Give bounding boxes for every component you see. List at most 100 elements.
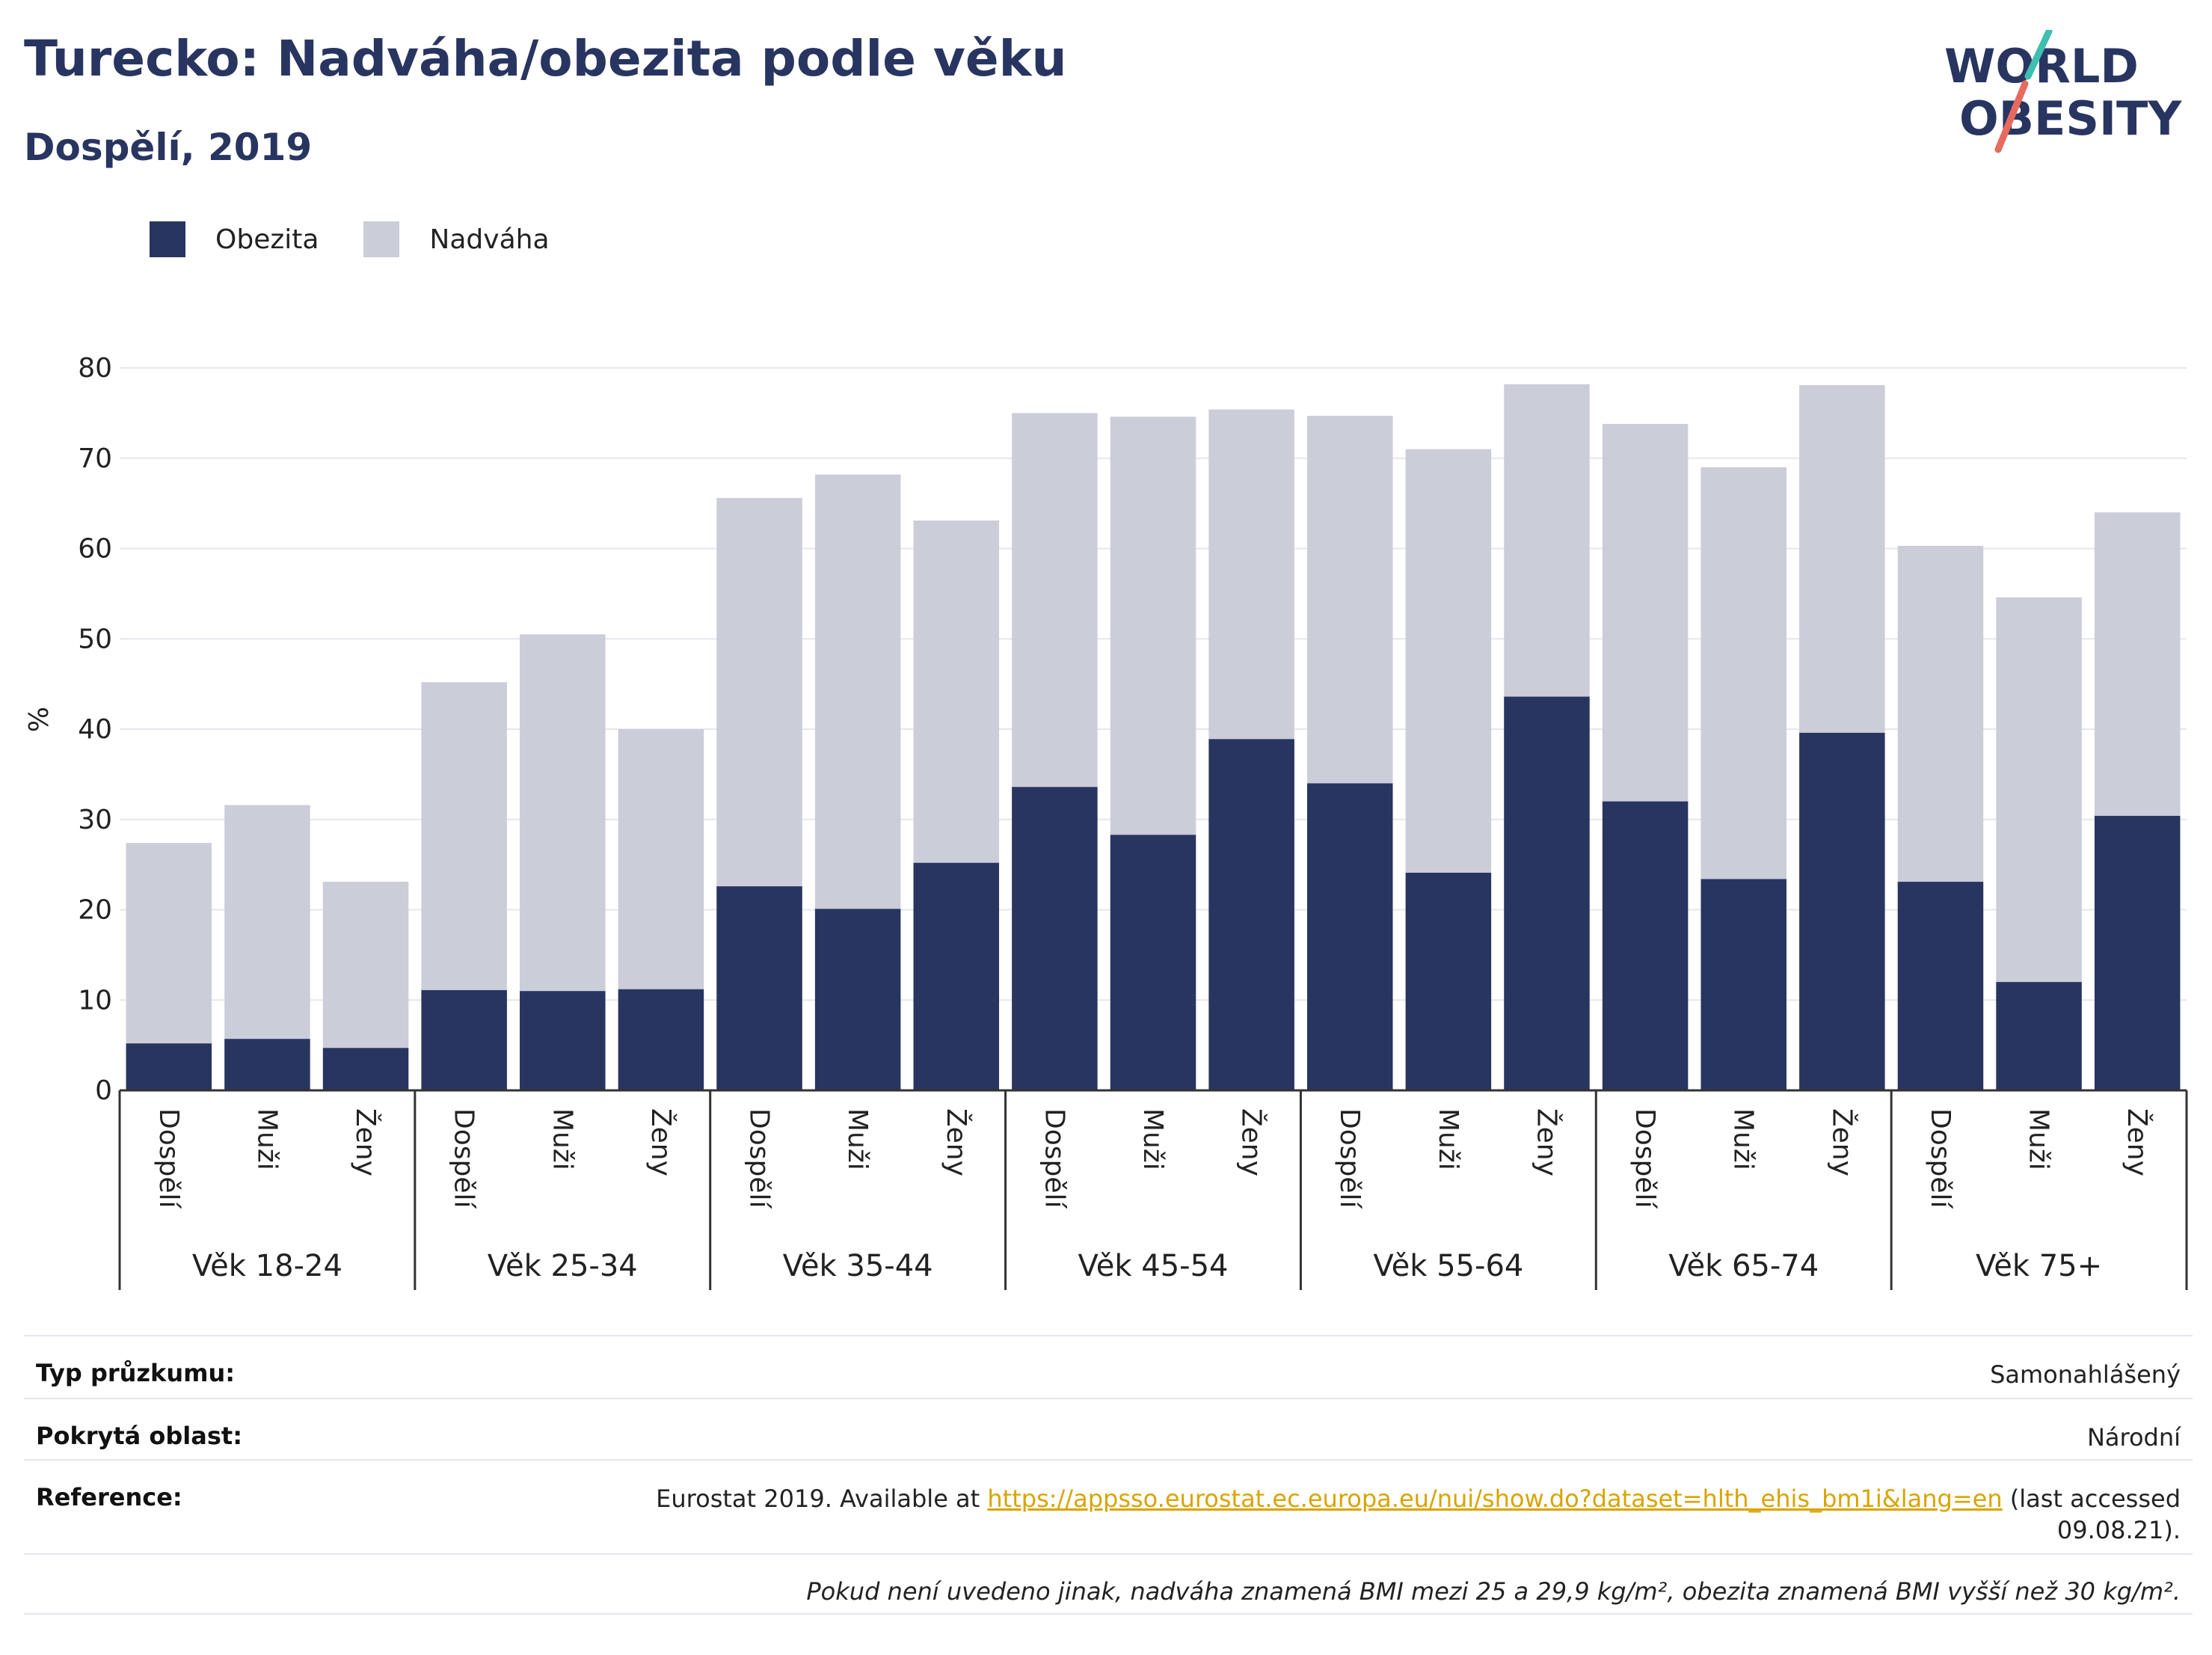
bar-obesity [913,862,1000,1090]
coverage-value: Národní [2086,1423,2181,1452]
x-subcategory-label: Muži [251,1108,282,1170]
x-group-label: Věk 45-54 [1078,1249,1229,1283]
meta-row-survey-type: Typ průzkumu: Samonahlášený [24,1335,2193,1398]
bar-obesity [1799,732,1885,1090]
bar-overweight [421,682,507,990]
bars [126,384,2181,1090]
bar-overweight [322,882,409,1048]
bar-obesity [1504,696,1590,1090]
reference-suffix-1: (last accessed [2002,1484,2181,1513]
bar-obesity [2094,815,2181,1090]
bar-overweight [913,521,1000,863]
logo-line2: OBESITY [1959,91,2182,146]
x-subcategory-label: Muži [547,1108,577,1170]
bar-obesity [1602,801,1689,1090]
bar-overweight [1701,467,1787,879]
bar-overweight [1897,545,1984,882]
y-tick-label: 30 [78,805,112,835]
y-axis-ticks: 0 10 20 30 40 50 60 70 80 [78,353,112,1106]
y-tick-label: 0 [95,1075,112,1106]
bar-obesity [322,1048,409,1090]
logo-coral-slash [1994,80,2029,153]
x-subcategory-label: Muži [1433,1108,1463,1170]
x-group-label: Věk 25-34 [488,1249,638,1283]
bar-overweight [126,843,212,1044]
bar-overweight [2094,512,2181,816]
x-subcategory-label: Dospělí [153,1108,184,1209]
reference-prefix: Eurostat 2019. Available at [656,1484,988,1513]
bar-overweight [1504,384,1590,697]
bar-overweight [618,729,704,989]
bar-overweight [716,497,802,887]
x-subcategory-label: Dospělí [1039,1108,1069,1209]
bar-overweight [1110,417,1196,835]
definition-note: Pokud není uvedeno jinak, nadváha znamen… [806,1577,2181,1606]
coverage-label: Pokrytá oblast: [36,1422,242,1450]
x-subcategory-label: Muži [2024,1108,2054,1170]
x-subcategory-label: Ženy [941,1108,972,1176]
world-obesity-logo: WORLD OBESITY [1944,30,2182,153]
bar-obesity [224,1039,310,1090]
y-tick-label: 60 [78,534,112,565]
x-axis: Dospělí Muži Ženy Dospělí Muži Ženy Dospělí Muž… [118,1089,2188,1290]
reference-label: Reference: [36,1483,182,1511]
bar-obesity [126,1043,212,1090]
x-subcategory-label: Ženy [645,1108,677,1176]
y-tick-label: 40 [78,714,112,745]
x-subcategory-label: Dospělí [1629,1108,1660,1209]
bar-obesity [1996,982,2082,1090]
x-group-label: Věk 18-24 [192,1249,342,1283]
x-group-label: Věk 75+ [1976,1249,2102,1283]
x-subcategory-label: Muži [1137,1108,1168,1170]
bar-overweight [1602,423,1689,802]
x-subcategory-label: Muži [1728,1108,1759,1170]
x-subcategory-label: Ženy [1826,1108,1858,1176]
bar-overweight [1996,597,2082,983]
bar-obesity [1012,787,1098,1090]
bar-overweight [814,474,901,909]
x-subcategory-label: Ženy [1236,1108,1268,1176]
bar-overweight [1405,449,1492,873]
legend-swatch-overweight [363,221,400,257]
metadata-table: Typ průzkumu: Samonahlášený Pokrytá obla… [24,1335,2193,1615]
reference-link[interactable]: https://appsso.eurostat.ec.europa.eu/nui… [987,1484,2003,1513]
chart-subtitle: Dospělí, 2019 [24,126,313,169]
bar-obesity [716,886,802,1090]
bar-obesity [1110,835,1196,1090]
bar-obesity [421,989,507,1090]
y-tick-label: 50 [78,624,112,654]
x-subcategory-label: Ženy [1531,1108,1562,1176]
bar-obesity [1405,872,1492,1090]
y-tick-label: 70 [78,443,112,474]
x-subcategory-label: Dospělí [1334,1108,1365,1209]
chart-title: Turecko: Nadváha/obezita podle věku [24,30,1067,87]
survey-type-label: Typ průzkumu: [36,1359,236,1387]
bar-obesity [1306,783,1393,1090]
x-group-label: Věk 65-74 [1668,1249,1819,1283]
y-axis-label: % [24,707,55,732]
x-subcategory-label: Muži [842,1108,873,1170]
chart-legend: Obezita Nadváha [150,221,595,257]
bar-overweight [520,634,606,992]
y-tick-label: 20 [78,895,112,926]
y-tick-label: 10 [78,985,112,1016]
x-subcategory-label: Dospělí [449,1108,479,1209]
legend-label-obesity: Obezita [215,224,319,255]
x-subcategory-label: Ženy [2122,1108,2153,1176]
bar-overweight [1306,415,1393,784]
bar-obesity [520,991,606,1090]
bar-obesity [1897,882,1984,1090]
legend-swatch-obesity [150,221,185,257]
bar-overweight [1012,413,1098,787]
legend-label-overweight: Nadváha [429,224,550,255]
x-subcategory-label: Dospělí [1925,1108,1956,1209]
survey-type-value: Samonahlášený [1990,1360,2181,1389]
x-group-label: Věk 35-44 [783,1249,933,1283]
meta-row-note: Pokud není uvedeno jinak, nadváha znamen… [24,1553,2193,1615]
y-tick-label: 80 [78,353,112,384]
bar-overweight [224,805,310,1040]
logo-teal-slash [2024,30,2053,80]
bar-obesity [1208,739,1294,1090]
bar-overweight [1208,409,1294,740]
